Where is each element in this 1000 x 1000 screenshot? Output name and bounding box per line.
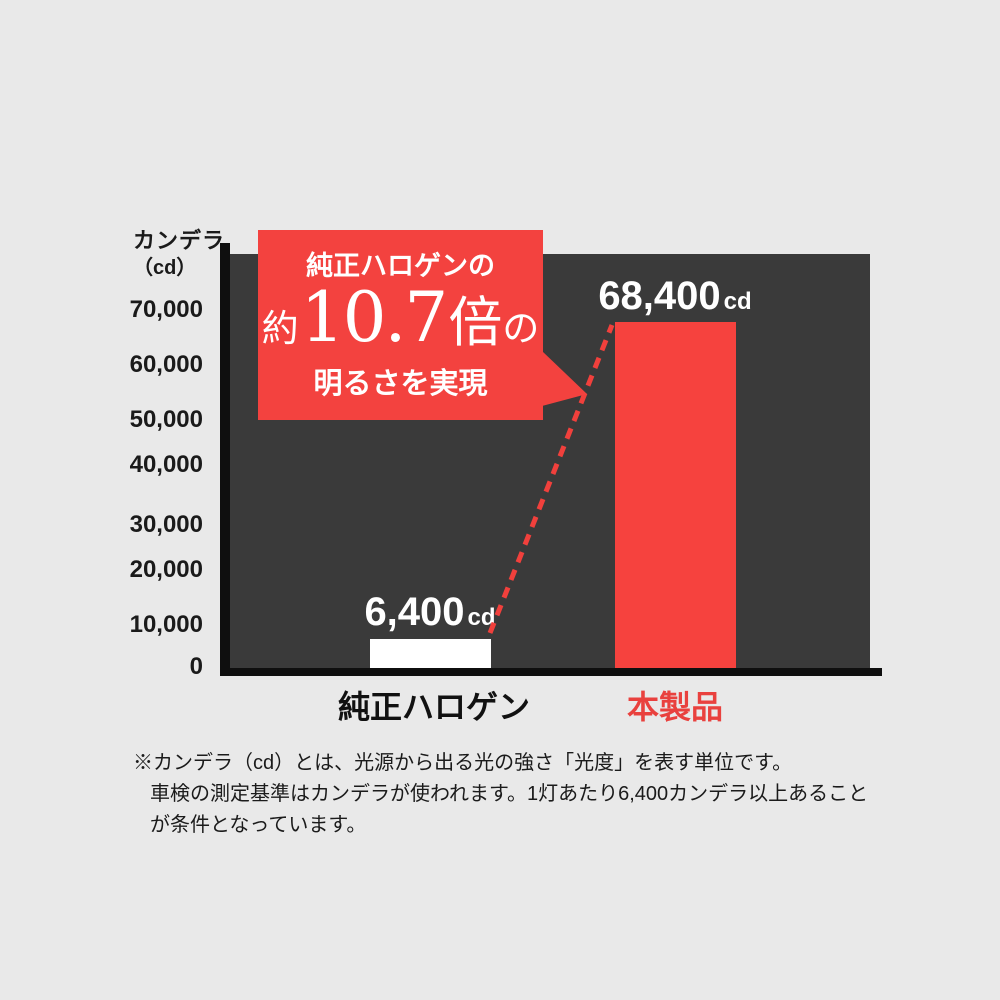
product-unit: cd (723, 288, 752, 315)
callout-line3: 明るさを実現 (313, 368, 488, 400)
y-tick-70000: 70,000 (129, 296, 203, 323)
callout-approx: 約 (261, 307, 299, 350)
y-axis-title: カンデラ （cd） (133, 226, 225, 281)
footnote: ※カンデラ（cd）とは、光源から出る光の強さ「光度」を表す単位です。 車検の測定… (133, 748, 873, 841)
callout-multiplier: 10.7 (300, 278, 449, 358)
y-tick-50000: 50,000 (129, 406, 203, 433)
bar-product (615, 322, 736, 668)
y-axis-unit-text: （cd） (133, 257, 197, 279)
y-tick-0: 0 (189, 653, 203, 680)
y-axis-line (220, 243, 230, 676)
category-label-halogen: 純正ハロゲン (337, 689, 530, 725)
footnote-line2: 車検の測定基準はカンデラが使われます。1灯あたり6,400カンデラ以上あること (150, 783, 869, 805)
x-axis-line (220, 668, 882, 676)
product-value: 68,400 (598, 274, 721, 318)
halogen-unit: cd (467, 604, 496, 631)
category-label-product: 本製品 (626, 689, 723, 725)
y-axis-title-text: カンデラ (133, 228, 226, 253)
y-tick-40000: 40,000 (129, 451, 203, 478)
y-tick-60000: 60,000 (129, 351, 203, 378)
y-tick-10000: 10,000 (129, 611, 203, 638)
callout-particle: の (502, 307, 540, 350)
value-label-product: 68,400 cd (555, 274, 795, 319)
y-tick-20000: 20,000 (129, 556, 203, 583)
value-label-halogen: 6,400 cd (310, 590, 550, 635)
callout-multiplier-line: 約 10.7 倍の (258, 283, 543, 364)
bar-halogen (370, 639, 491, 668)
callout-bubble: 純正ハロゲンの 約 10.7 倍の 明るさを実現 (258, 230, 543, 420)
halogen-value: 6,400 (364, 590, 465, 634)
callout-line1: 純正ハロゲンの (306, 251, 495, 281)
callout-times: 倍 (448, 291, 503, 354)
y-tick-30000: 30,000 (129, 511, 203, 538)
footnote-line1: ※カンデラ（cd）とは、光源から出る光の強さ「光度」を表す単位です。 (133, 752, 793, 774)
footnote-line3: が条件となっています。 (150, 814, 367, 836)
